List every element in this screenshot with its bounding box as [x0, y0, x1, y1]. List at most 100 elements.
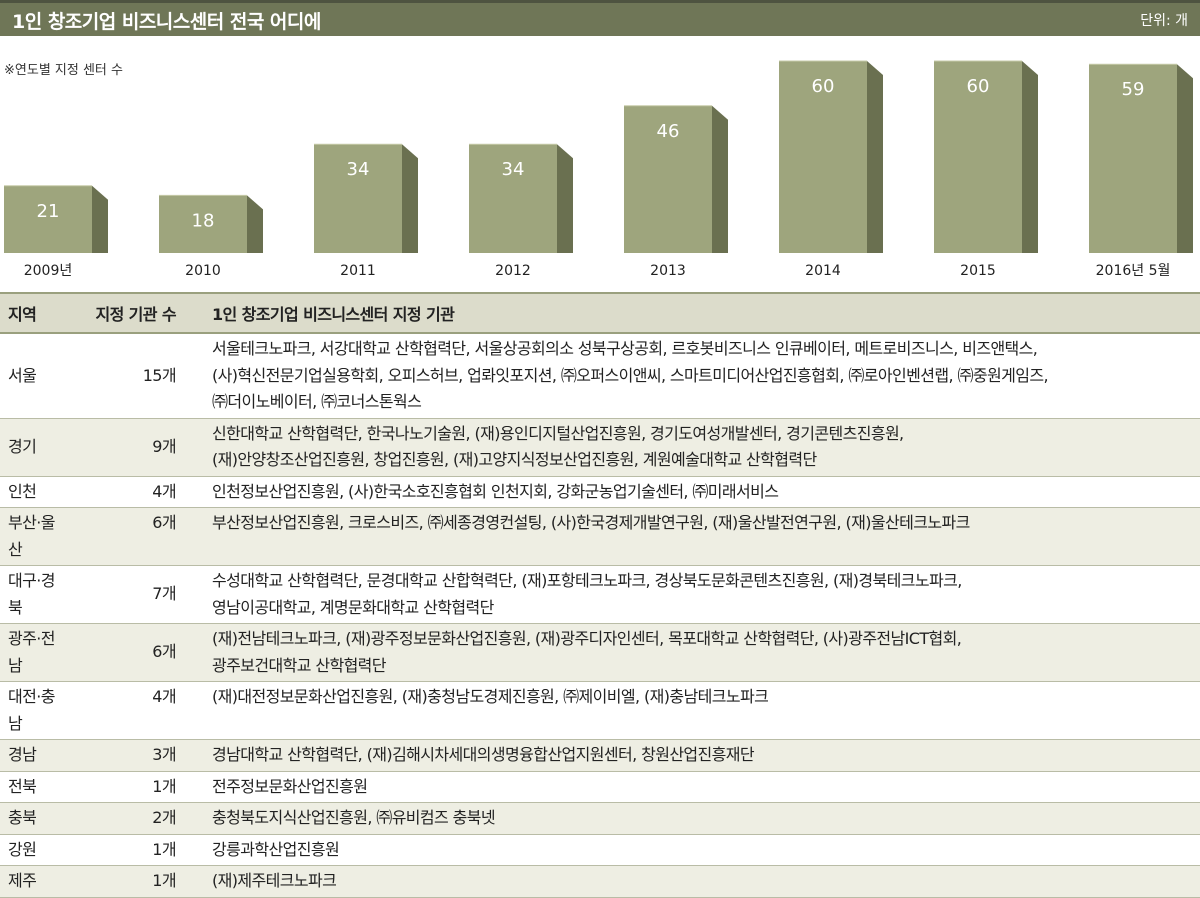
region-cell: 서울: [0, 333, 68, 419]
bar-value-label: 59: [1122, 79, 1145, 100]
unit-label: 단위: 개: [1140, 13, 1188, 29]
institutions-cell: (재)제주테크노파크: [204, 865, 1200, 898]
count-cell: 7개: [68, 565, 204, 624]
bar-value-label: 34: [502, 159, 525, 180]
institutions-cell: (재)대전정보문화산업진흥원, (재)충청남도경제진흥원, ㈜제이비엘, (재)…: [204, 681, 1200, 740]
header-count: 지정 기관 수: [68, 292, 204, 334]
header-region: 지역: [0, 292, 68, 334]
bar: [624, 105, 712, 253]
region-cell: 강원: [0, 834, 68, 866]
category-label: 2012: [495, 263, 531, 279]
region-cell: 경남: [0, 739, 68, 772]
region-cell: 부산·울산: [0, 507, 68, 566]
count-cell: 1개: [68, 865, 204, 898]
bar: [314, 144, 402, 253]
bar-side: [557, 144, 573, 253]
region-cell: 대전·충남: [0, 681, 68, 740]
institutions-cell: 강릉과학산업진흥원: [204, 834, 1200, 866]
category-label: 2009년: [24, 263, 73, 279]
institutions-line: 수성대학교 산학협력단, 문경대학교 산합혁력단, (재)포항테크노파크, 경상…: [212, 571, 962, 590]
institutions-cell: 부산정보산업진흥원, 크로스비즈, ㈜세종경영컨설팅, (사)한국경제개발연구원…: [204, 507, 1200, 566]
institutions-cell: 수성대학교 산학협력단, 문경대학교 산합혁력단, (재)포항테크노파크, 경상…: [204, 565, 1200, 624]
bar-value-label: 21: [37, 201, 60, 222]
table-row: 강원 1개 강릉과학산업진흥원: [0, 834, 1200, 866]
institutions-line: (재)제주테크노파크: [212, 871, 337, 890]
table-header-row: 지역 지정 기관 수 1인 창조기업 비즈니스센터 지정 기관: [0, 292, 1200, 334]
count-cell: 3개: [68, 739, 204, 772]
institutions-cell: 신한대학교 산학협력단, 한국나노기술원, (재)용인디지털산업진흥원, 경기도…: [204, 418, 1200, 477]
region-cell: 인천: [0, 476, 68, 508]
category-label: 2015: [960, 263, 996, 279]
bar-value-label: 34: [347, 159, 370, 180]
bar-value-label: 60: [967, 76, 990, 97]
category-label: 2010: [185, 263, 221, 279]
region-cell: 제주: [0, 865, 68, 898]
bar: [934, 61, 1022, 253]
count-cell: 1개: [68, 771, 204, 803]
table-row: 전북 1개 전주정보문화산업진흥원: [0, 771, 1200, 803]
region-cell: 충북: [0, 802, 68, 835]
title-bar: 1인 창조기업 비즈니스센터 전국 어디에 단위: 개: [0, 0, 1200, 36]
bar-side: [867, 61, 883, 253]
header-institutions: 1인 창조기업 비즈니스센터 지정 기관: [204, 292, 1200, 334]
bar-side: [247, 195, 263, 253]
bar-side: [712, 105, 728, 253]
institutions-cell: 전주정보문화산업진흥원: [204, 771, 1200, 803]
institutions-cell: 충청북도지식산업진흥원, ㈜유비컴즈 충북넷: [204, 802, 1200, 835]
count-cell: 6개: [68, 623, 204, 682]
bar-side: [1022, 61, 1038, 253]
institutions-cell: 경남대학교 산학협력단, (재)김해시차세대의생명융합산업지원센터, 창원산업진…: [204, 739, 1200, 772]
bar-side: [92, 185, 108, 253]
table-row: 경기 9개 신한대학교 산학협력단, 한국나노기술원, (재)용인디지털산업진흥원,…: [0, 418, 1200, 477]
count-cell: 6개: [68, 507, 204, 566]
institutions-line: 서울테크노파크, 서강대학교 산학협력단, 서울상공회의소 성북구상공회, 르호…: [212, 339, 1038, 358]
region-cell: 전북: [0, 771, 68, 803]
bar: [469, 144, 557, 253]
institutions-line: 인천정보산업진흥원, (사)한국소호진흥협회 인천지회, 강화군농업기술센터, …: [212, 481, 779, 501]
institutions-line: 경남대학교 산학협력단, (재)김해시차세대의생명융합산업지원센터, 창원산업진…: [212, 745, 755, 764]
count-cell: 1개: [68, 834, 204, 866]
institutions-cell: 서울테크노파크, 서강대학교 산학협력단, 서울상공회의소 성북구상공회, 르호…: [204, 333, 1200, 419]
count-cell: 4개: [68, 681, 204, 740]
category-label: 2013: [650, 263, 686, 279]
institutions-cell: (재)전남테크노파크, (재)광주정보문화산업진흥원, (재)광주디자인센터, …: [204, 623, 1200, 682]
page-title: 1인 창조기업 비즈니스센터 전국 어디에: [12, 11, 321, 33]
institutions-line: 부산정보산업진흥원, 크로스비즈, ㈜세종경영컨설팅, (사)한국경제개발연구원…: [212, 513, 970, 532]
bar-value-label: 18: [192, 210, 215, 231]
table-row: 부산·울산 6개 부산정보산업진흥원, 크로스비즈, ㈜세종경영컨설팅, (사)한국…: [0, 507, 1200, 566]
institutions-line: 영남이공대학교, 계명문화대학교 산학협력단: [212, 597, 494, 617]
count-cell: 15개: [68, 333, 204, 419]
table-row: 광주·전남 6개 (재)전남테크노파크, (재)광주정보문화산업진흥원, (재)광주…: [0, 623, 1200, 682]
region-cell: 광주·전남: [0, 623, 68, 682]
table-row: 경남 3개 경남대학교 산학협력단, (재)김해시차세대의생명융합산업지원센터, 창…: [0, 739, 1200, 772]
table-row: 서울 15개 서울테크노파크, 서강대학교 산학협력단, 서울상공회의소 성북구상공…: [0, 333, 1200, 419]
region-cell: 대구·경북: [0, 565, 68, 624]
table-row: 제주 1개 (재)제주테크노파크: [0, 865, 1200, 898]
institutions-line: (재)전남테크노파크, (재)광주정보문화산업진흥원, (재)광주디자인센터, …: [212, 629, 962, 648]
bar-value-label: 60: [812, 76, 835, 97]
bar: [159, 195, 247, 253]
bar-side: [1177, 64, 1193, 253]
chart-subtitle: ※연도별 지정 센터 수: [4, 63, 123, 78]
count-cell: 4개: [68, 476, 204, 508]
institutions-line: (재)대전정보문화산업진흥원, (재)충청남도경제진흥원, ㈜제이비엘, (재)…: [212, 687, 769, 706]
region-cell: 경기: [0, 418, 68, 477]
bar-value-label: 46: [657, 121, 680, 142]
table-row: 인천 4개 인천정보산업진흥원, (사)한국소호진흥협회 인천지회, 강화군농업기술…: [0, 476, 1200, 508]
table-row: 대전·충남 4개 (재)대전정보문화산업진흥원, (재)충청남도경제진흥원, ㈜제이…: [0, 681, 1200, 740]
table-body: 서울 15개 서울테크노파크, 서강대학교 산학협력단, 서울상공회의소 성북구상공…: [0, 333, 1200, 898]
institutions-line: 전주정보문화산업진흥원: [212, 776, 368, 796]
table-row: 충북 2개 충청북도지식산업진흥원, ㈜유비컴즈 충북넷: [0, 802, 1200, 835]
institutions-line: (재)안양창조산업진흥원, 창업진흥원, (재)고양지식정보산업진흥원, 계원예…: [212, 450, 817, 469]
category-label: 2011: [340, 263, 376, 279]
bar-side: [402, 144, 418, 253]
institutions-line: 광주보건대학교 산학협력단: [212, 655, 387, 675]
bar: [779, 61, 867, 253]
category-label: 2014: [805, 263, 841, 279]
table-row: 대구·경북 7개 수성대학교 산학협력단, 문경대학교 산합혁력단, (재)포항테크…: [0, 565, 1200, 624]
count-cell: 9개: [68, 418, 204, 477]
institutions-line: 신한대학교 산학협력단, 한국나노기술원, (재)용인디지털산업진흥원, 경기도…: [212, 423, 904, 443]
institutions-line: ㈜더이노베이터, ㈜코너스톤웍스: [212, 392, 422, 411]
institutions-line: 강릉과학산업진흥원: [212, 839, 340, 859]
category-label: 2016년 5월: [1096, 263, 1171, 279]
